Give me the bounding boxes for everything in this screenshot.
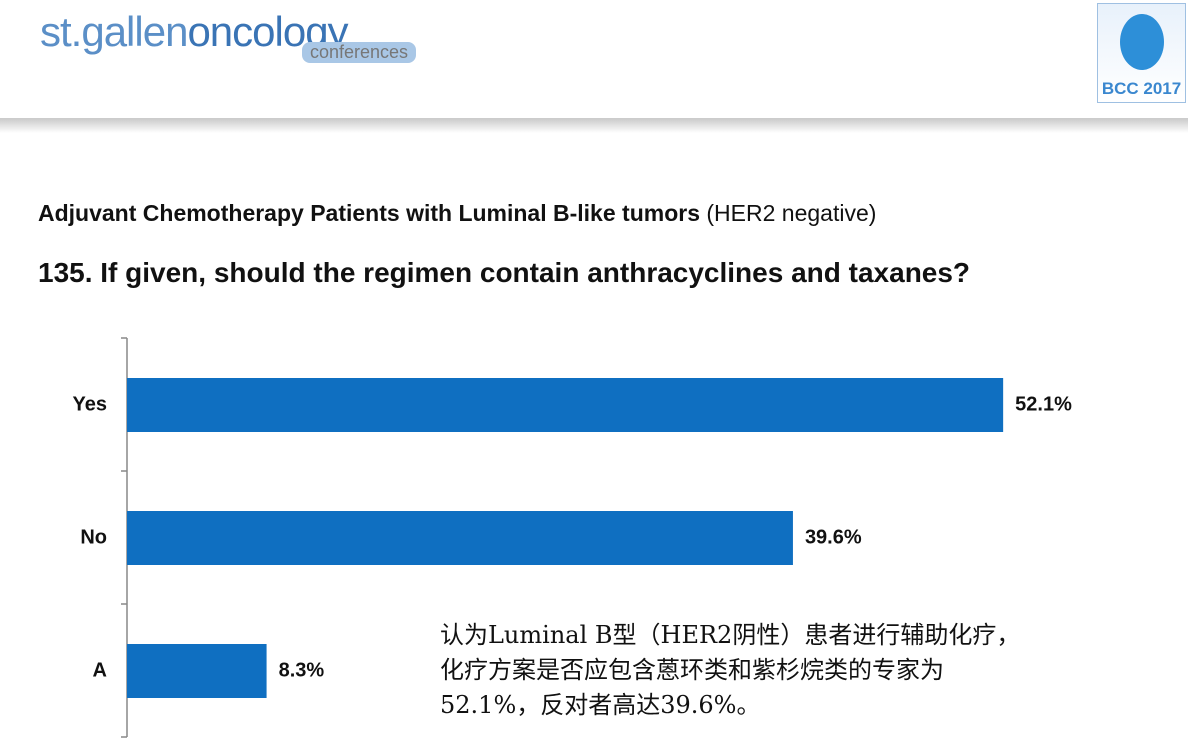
bar [127, 644, 267, 698]
logo: st.gallenoncology conferences [40, 8, 417, 63]
y-tick-label: A [93, 659, 107, 681]
bar [127, 378, 1004, 432]
value-label: 39.6% [805, 526, 862, 548]
badge-text: BCC 2017 [1101, 79, 1182, 98]
subtitle: Adjuvant Chemotherapy Patients with Lumi… [38, 200, 876, 227]
header: st.gallenoncology conferences BCC 2017 [0, 0, 1188, 119]
y-tick-label: No [80, 526, 107, 548]
subtitle-note: (HER2 negative) [706, 200, 877, 226]
value-label: 8.3% [279, 659, 325, 681]
logo-sub: conferences [302, 42, 417, 63]
y-tick-label: Yes [73, 393, 107, 415]
logo-main: st.gallen [40, 8, 188, 55]
chart-title: 135. If given, should the regimen contai… [38, 257, 971, 288]
value-label: 52.1% [1015, 393, 1072, 415]
subtitle-main: Adjuvant Chemotherapy Patients with Lumi… [38, 200, 700, 226]
badge-icon [1120, 14, 1164, 70]
badge: BCC 2017 [1097, 3, 1186, 103]
header-shadow [0, 119, 1188, 133]
bar [127, 511, 793, 565]
annotation: 认为Luminal B型（HER2阴性）患者进行辅助化疗，化疗方案是否应包含蒽环… [440, 621, 1021, 719]
